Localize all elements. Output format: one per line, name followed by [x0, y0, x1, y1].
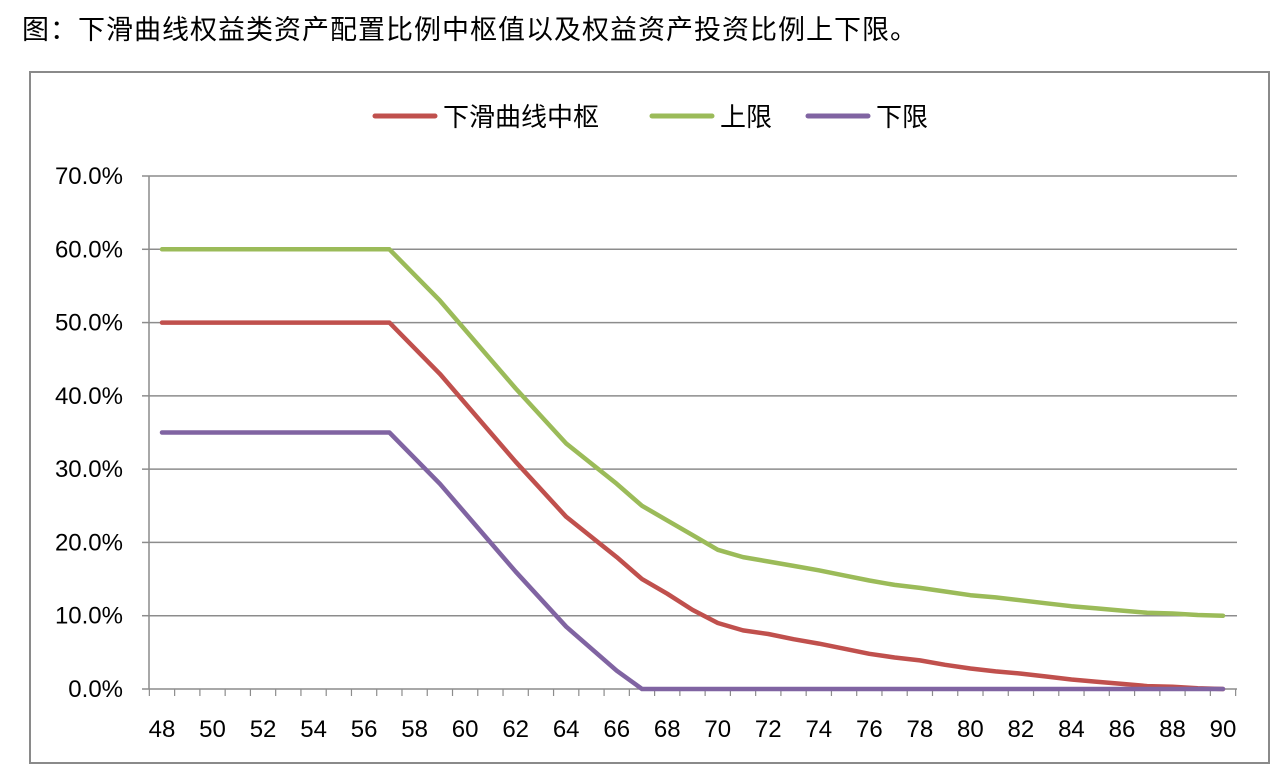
y-tick-label: 50.0% [55, 310, 123, 337]
x-tick-label: 52 [250, 716, 277, 743]
x-tick-label: 62 [502, 716, 529, 743]
x-tick-label: 78 [907, 716, 934, 743]
y-tick-label: 60.0% [55, 236, 123, 263]
series-line-2 [159, 247, 1226, 618]
x-tick-label: 50 [199, 716, 226, 743]
series-lines [159, 247, 1226, 692]
axes [142, 175, 1237, 696]
legend-label: 下限 [876, 103, 928, 133]
x-tick-label: 80 [957, 716, 984, 743]
y-tick-label: 10.0% [55, 603, 123, 630]
gridlines [149, 175, 1237, 617]
y-tick-label: 30.0% [55, 456, 123, 483]
x-tick-label: 66 [603, 716, 630, 743]
x-tick-label: 68 [654, 716, 681, 743]
x-tick-label: 90 [1210, 716, 1237, 743]
x-tick-label: 64 [553, 716, 580, 743]
y-axis-ticks: 0.0% 10.0% 20.0% 30.0% 40.0% 50.0% 60.0% 70.0% [55, 163, 123, 703]
x-tick-label: 82 [1008, 716, 1035, 743]
x-tick-label: 60 [452, 716, 479, 743]
x-tick-label: 86 [1109, 716, 1136, 743]
chart-frame [29, 71, 1270, 764]
y-tick-label: 70.0% [55, 163, 123, 190]
legend: 下滑曲线中枢 上限 下限 [372, 103, 928, 133]
x-tick-label: 84 [1058, 716, 1085, 743]
x-tick-label: 72 [755, 716, 782, 743]
y-tick-label: 40.0% [55, 383, 123, 410]
series-line-3 [159, 430, 1226, 692]
x-tick-label: 76 [856, 716, 883, 743]
x-tick-label: 58 [401, 716, 428, 743]
y-tick-label: 0.0% [68, 676, 123, 703]
x-tick-label: 48 [149, 716, 176, 743]
x-tick-label: 70 [704, 716, 731, 743]
y-tick-label: 20.0% [55, 529, 123, 556]
legend-label: 下滑曲线中枢 [443, 103, 599, 133]
x-axis-ticks: 48 50 52 54 56 58 60 62 64 66 68 70 72 74 76 78 80 82 84 86… [149, 716, 1237, 743]
x-tick-label: 56 [351, 716, 378, 743]
series-line-1 [159, 320, 1226, 692]
figure-caption: 图：下滑曲线权益类资产配置比例中枢值以及权益资产投资比例上下限。 [22, 15, 918, 46]
legend-label: 上限 [720, 103, 772, 133]
x-tick-label: 74 [805, 716, 832, 743]
x-tick-label: 88 [1159, 716, 1186, 743]
x-tick-label: 54 [300, 716, 327, 743]
